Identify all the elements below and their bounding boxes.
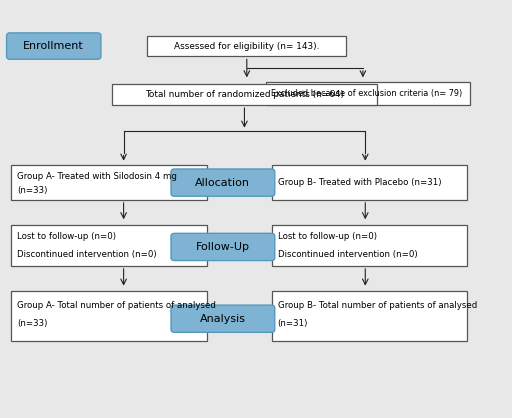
Bar xyxy=(11,291,206,341)
FancyBboxPatch shape xyxy=(171,233,275,260)
Text: Lost to follow-up (n=0): Lost to follow-up (n=0) xyxy=(278,232,377,241)
FancyBboxPatch shape xyxy=(7,33,101,59)
Text: Discontinued intervention (n=0): Discontinued intervention (n=0) xyxy=(278,250,417,259)
FancyBboxPatch shape xyxy=(171,305,275,332)
Text: Group B- Treated with Placebo (n=31): Group B- Treated with Placebo (n=31) xyxy=(278,178,441,187)
Text: Group A- Total number of patients of analysed: Group A- Total number of patients of ana… xyxy=(17,301,216,311)
Bar xyxy=(272,291,467,341)
Text: Group A- Treated with Silodosin 4 mg: Group A- Treated with Silodosin 4 mg xyxy=(17,172,177,181)
Bar xyxy=(272,165,467,200)
Text: Discontinued intervention (n=0): Discontinued intervention (n=0) xyxy=(17,250,157,259)
Bar xyxy=(147,36,346,56)
Text: Total number of randomized patients (n=64): Total number of randomized patients (n=6… xyxy=(145,90,344,99)
Text: (n=33): (n=33) xyxy=(17,186,48,195)
FancyBboxPatch shape xyxy=(171,169,275,196)
Text: Analysis: Analysis xyxy=(200,314,246,324)
Text: Enrollment: Enrollment xyxy=(24,41,84,51)
Text: (n=31): (n=31) xyxy=(278,319,308,328)
Bar xyxy=(11,224,206,266)
Text: Assessed for eligibility (n= 143).: Assessed for eligibility (n= 143). xyxy=(174,41,319,51)
Bar xyxy=(266,82,470,105)
Text: Lost to follow-up (n=0): Lost to follow-up (n=0) xyxy=(17,232,116,241)
Text: Excluded because of exclusion criteria (n= 79): Excluded because of exclusion criteria (… xyxy=(271,89,463,98)
Bar xyxy=(112,84,377,105)
Text: Group B- Total number of patients of analysed: Group B- Total number of patients of ana… xyxy=(278,301,477,311)
Text: (n=33): (n=33) xyxy=(17,319,48,328)
Bar xyxy=(272,224,467,266)
Text: Allocation: Allocation xyxy=(196,178,250,188)
Text: Follow-Up: Follow-Up xyxy=(196,242,250,252)
Bar xyxy=(11,165,206,200)
